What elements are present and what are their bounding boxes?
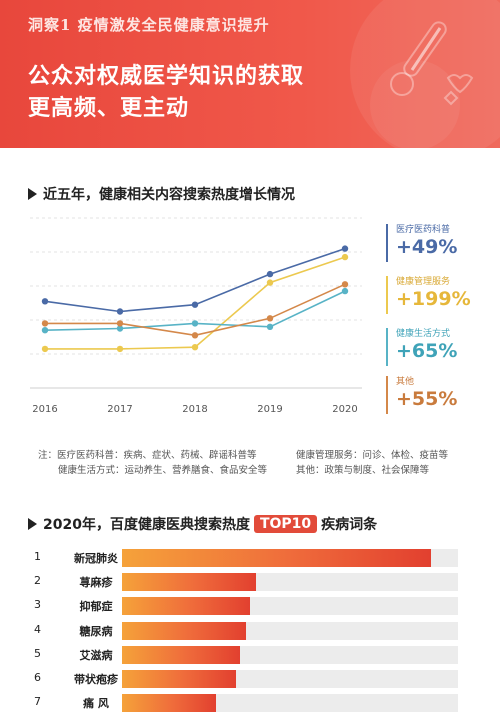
ranking-row: 1 新冠肺炎 bbox=[34, 549, 464, 567]
section-title-top10: 2020年，百度健康医典搜索热度 TOP10 疾病词条 bbox=[28, 514, 377, 534]
data-point-2-4 bbox=[341, 287, 349, 295]
x-tick-label: 2019 bbox=[257, 404, 282, 415]
legend-other-change: +55% bbox=[396, 388, 458, 410]
decorative-circle bbox=[350, 0, 500, 148]
bar-fill bbox=[122, 549, 432, 567]
ranking-row: 2 荨麻疹 bbox=[34, 573, 464, 592]
note-lifestyle: 健康生活方式：运动养生、营养膳食、食品安全等 bbox=[58, 465, 268, 476]
note-other: 其他：政策与制度、社会保障等 bbox=[296, 465, 430, 476]
legend-lifestyle-label: 健康生活方式 bbox=[396, 329, 451, 339]
note-management: 健康管理服务：问诊、体检、疫苗等 bbox=[296, 450, 449, 461]
section-title-trend-text: 近五年，健康相关内容搜索热度增长情况 bbox=[43, 187, 295, 203]
series-line-3 bbox=[45, 283, 346, 337]
bar-track bbox=[122, 573, 458, 592]
disease-name: 带状疱疹 bbox=[74, 673, 118, 686]
data-point-0-0 bbox=[41, 298, 49, 305]
disease-name: 荨麻疹 bbox=[79, 576, 113, 590]
ranking-row: 7 痛 风 bbox=[34, 694, 464, 712]
thermometer-icon bbox=[390, 21, 474, 106]
x-tick-label: 2020 bbox=[332, 404, 357, 415]
data-point-2-0 bbox=[41, 327, 49, 334]
section-kicker: 洞察1 疫情激发全民健康意识提升 bbox=[28, 16, 270, 34]
triangle-icon bbox=[28, 188, 37, 200]
ranking-row: 6 带状疱疹 bbox=[34, 670, 464, 688]
legend-management-change: +199% bbox=[396, 288, 471, 310]
legend-other-label: 其他 bbox=[396, 377, 415, 387]
ranking-row: 5 艾滋病 bbox=[34, 645, 464, 664]
headline-line-1: 公众对权威医学知识的获取 bbox=[28, 63, 305, 89]
data-point-1-0 bbox=[41, 345, 49, 353]
x-tick-label: 2017 bbox=[107, 404, 132, 415]
legend-management-marker bbox=[386, 276, 388, 314]
legend-medical-change: +49% bbox=[396, 236, 458, 258]
bar-fill bbox=[122, 621, 247, 640]
data-point-2-1 bbox=[116, 325, 124, 332]
disease-name: 痛 风 bbox=[83, 697, 109, 711]
data-point-1-3 bbox=[266, 279, 274, 286]
rank-number: 6 bbox=[34, 671, 41, 684]
headline-line-2: 更高频、更主动 bbox=[28, 95, 190, 121]
ranking-row: 4 糖尿病 bbox=[34, 621, 464, 640]
rank-number: 7 bbox=[34, 695, 41, 709]
data-point-0-4 bbox=[341, 245, 349, 252]
x-tick-label: 2018 bbox=[182, 404, 207, 415]
data-point-1-1 bbox=[116, 345, 124, 353]
header-banner: 洞察1 疫情激发全民健康意识提升 公众对权威医学知识的获取 更高频、更主动 bbox=[0, 0, 500, 148]
legend-management-label: 健康管理服务 bbox=[396, 277, 451, 287]
data-point-3-1 bbox=[116, 320, 124, 327]
legend-medical-label: 医疗医药科普 bbox=[396, 225, 451, 235]
legend-lifestyle-marker bbox=[386, 328, 388, 366]
section-title-top10-pre: 2020年，百度健康医典搜索热度 bbox=[43, 517, 250, 533]
legend-medical-marker bbox=[386, 224, 388, 262]
rank-number: 1 bbox=[34, 550, 41, 563]
data-point-2-2 bbox=[191, 320, 199, 327]
bar-fill bbox=[122, 597, 250, 616]
disease-name: 新冠肺炎 bbox=[74, 552, 118, 565]
triangle-icon bbox=[28, 518, 37, 530]
disease-name: 艾滋病 bbox=[79, 648, 113, 662]
data-point-0-2 bbox=[191, 301, 199, 308]
bar-fill bbox=[122, 645, 240, 664]
disease-name: 糖尿病 bbox=[79, 624, 113, 638]
note-medical: 注：医疗医药科普：疾病、症状、药械、辟谣科普等 bbox=[38, 450, 257, 461]
data-point-3-3 bbox=[266, 315, 274, 322]
bar-track bbox=[122, 549, 458, 567]
top10-badge: TOP10 bbox=[253, 515, 318, 533]
bar-fill bbox=[122, 573, 257, 592]
x-tick-label: 2016 bbox=[32, 404, 57, 415]
data-point-1-4 bbox=[341, 253, 349, 261]
rank-number: 4 bbox=[34, 622, 41, 636]
decorative-circle bbox=[370, 60, 460, 148]
section-title-trend: 近五年，健康相关内容搜索热度增长情况 bbox=[28, 184, 295, 204]
data-point-0-3 bbox=[266, 270, 274, 278]
bar-track bbox=[122, 621, 458, 640]
bar-track bbox=[122, 670, 458, 688]
data-point-0-1 bbox=[116, 308, 124, 315]
ranking-row: 3 抑郁症 bbox=[34, 597, 464, 616]
bar-fill bbox=[122, 694, 217, 712]
bar-track bbox=[122, 597, 458, 616]
bar-track bbox=[122, 694, 458, 712]
rank-number: 5 bbox=[34, 646, 41, 660]
bar-fill bbox=[122, 670, 237, 688]
data-point-3-4 bbox=[341, 281, 349, 288]
headline: 公众对权威医学知识的获取 更高频、更主动 bbox=[28, 60, 304, 124]
data-point-3-2 bbox=[191, 332, 199, 339]
bar-track bbox=[122, 645, 458, 664]
rank-number: 3 bbox=[34, 598, 41, 612]
data-point-1-2 bbox=[191, 344, 199, 351]
rank-number: 2 bbox=[34, 574, 41, 588]
data-point-3-0 bbox=[41, 320, 49, 327]
legend-lifestyle-change: +65% bbox=[396, 340, 458, 362]
section-title-top10-post: 疾病词条 bbox=[321, 517, 378, 533]
disease-name: 抑郁症 bbox=[79, 600, 113, 614]
legend-other-marker bbox=[386, 376, 388, 414]
data-point-2-3 bbox=[266, 323, 274, 330]
